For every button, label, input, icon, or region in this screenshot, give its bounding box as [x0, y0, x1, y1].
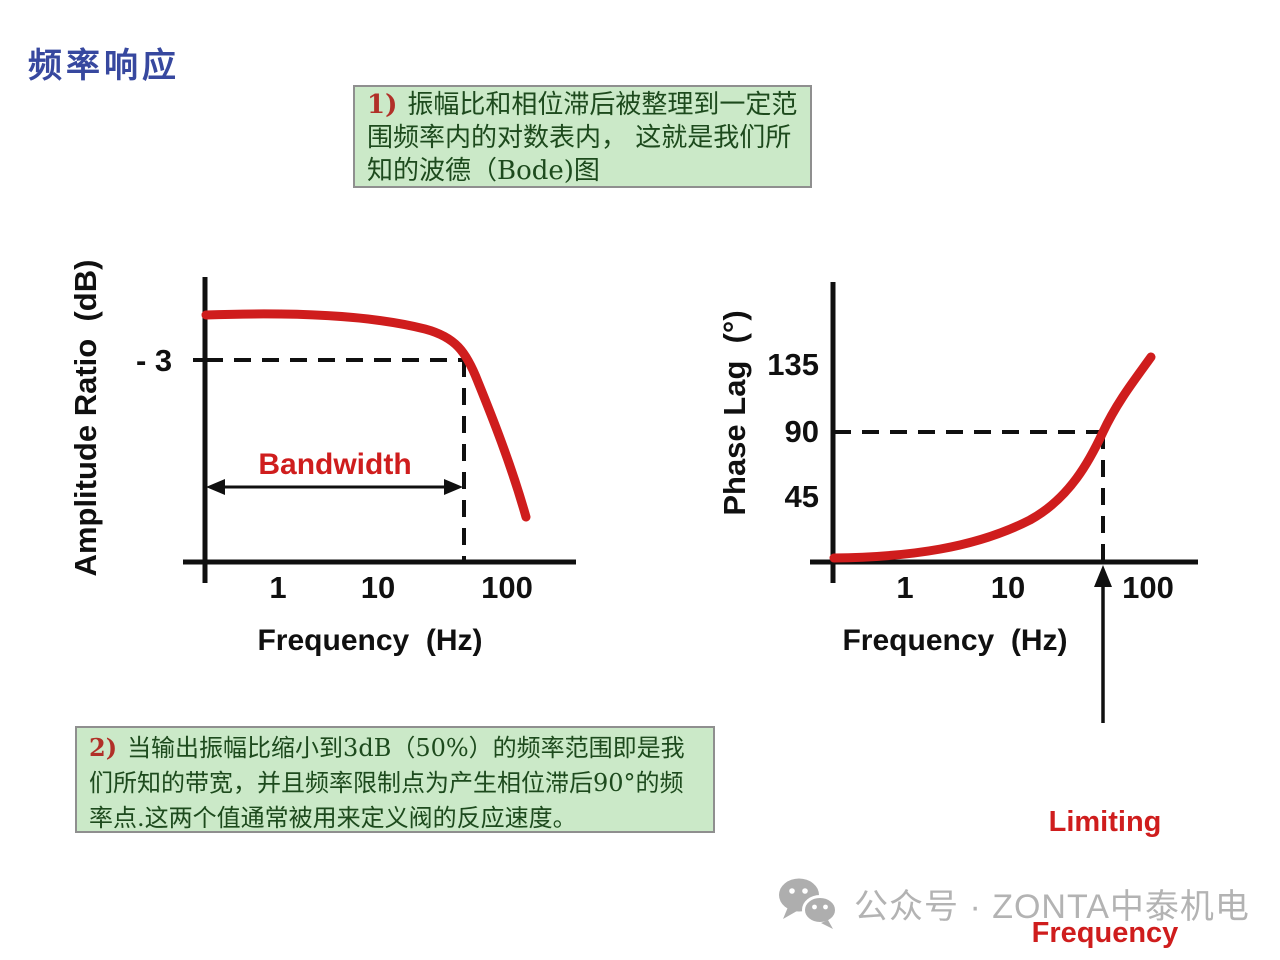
wechat-icon [779, 878, 838, 929]
amplitude-ref-level-label: - 3 [136, 343, 173, 378]
phase-x-axis-label: Frequency (Hz) [842, 624, 1068, 657]
note2-text-1: 当输出振幅比缩小到3dB（50%）的频率范围即是我 [127, 734, 685, 762]
note1-line-1: 1) 振幅比和相位滞后被整理到一定范 [367, 89, 802, 122]
bandwidth-label: Bandwidth [258, 448, 412, 481]
bandwidth-arrowhead-right [444, 479, 463, 495]
bandwidth-arrowhead-left [206, 479, 225, 495]
limiting-frequency-label-line-2: Frequency [1031, 917, 1179, 949]
amplitude-ratio-curve [201, 309, 531, 522]
phase-xtick-1: 1 [896, 570, 914, 605]
note1-line-2: 围频率内的对数表内， 这就是我们所 [367, 123, 792, 153]
note1-number: 1) [367, 90, 398, 120]
phase-ytick-90: 90 [784, 414, 819, 449]
phase-lag-curve [829, 352, 1156, 563]
limiting-frequency-label-line-1: Limiting [1048, 806, 1162, 838]
note-box-2: 2) 当输出振幅比缩小到3dB（50%）的频率范围即是我 们所知的带宽，并且频率限… [75, 726, 715, 833]
phase-ytick-135: 135 [767, 347, 819, 382]
limiting-frequency-arrowhead [1094, 565, 1112, 587]
phase-ytick-45: 45 [784, 479, 819, 514]
note1-text-1: 振幅比和相位滞后被整理到一定范 [407, 90, 798, 120]
watermark-text: 公众号 · ZONTA中泰机电 [854, 887, 1250, 926]
limiting-frequency-label: Limiting Frequency [985, 730, 1225, 960]
note2-line-3: 率点.这两个值通常被用来定义阀的反应速度。 [89, 804, 577, 832]
amplitude-x-axis-label: Frequency (Hz) [257, 624, 483, 657]
phase-xtick-100: 100 [1122, 570, 1174, 605]
note2-number: 2) [89, 733, 118, 762]
note2-line-2: 们所知的带宽，并且频率限制点为产生相位滞后90°的频 [89, 769, 684, 797]
amplitude-xtick-10: 10 [360, 570, 396, 605]
phase-xtick-10: 10 [990, 570, 1026, 605]
amplitude-xtick-1: 1 [269, 570, 287, 605]
phase-y-axis-label: Phase Lag (°) [717, 310, 752, 516]
watermark: 公众号 · ZONTA中泰机电 [776, 876, 1250, 930]
amplitude-y-axis-label: Amplitude Ratio (dB) [68, 259, 103, 577]
note2-line-1: 2) 当输出振幅比缩小到3dB（50%）的频率范围即是我 [89, 730, 705, 766]
page-title: 频率响应 [28, 46, 180, 86]
note-box-1: 1) 振幅比和相位滞后被整理到一定范 围频率内的对数表内， 这就是我们所 知的波德… [353, 85, 812, 188]
amplitude-chart [183, 277, 576, 583]
note1-line-3: 知的波德（Bode)图 [367, 156, 600, 186]
amplitude-xtick-100: 100 [481, 570, 533, 605]
